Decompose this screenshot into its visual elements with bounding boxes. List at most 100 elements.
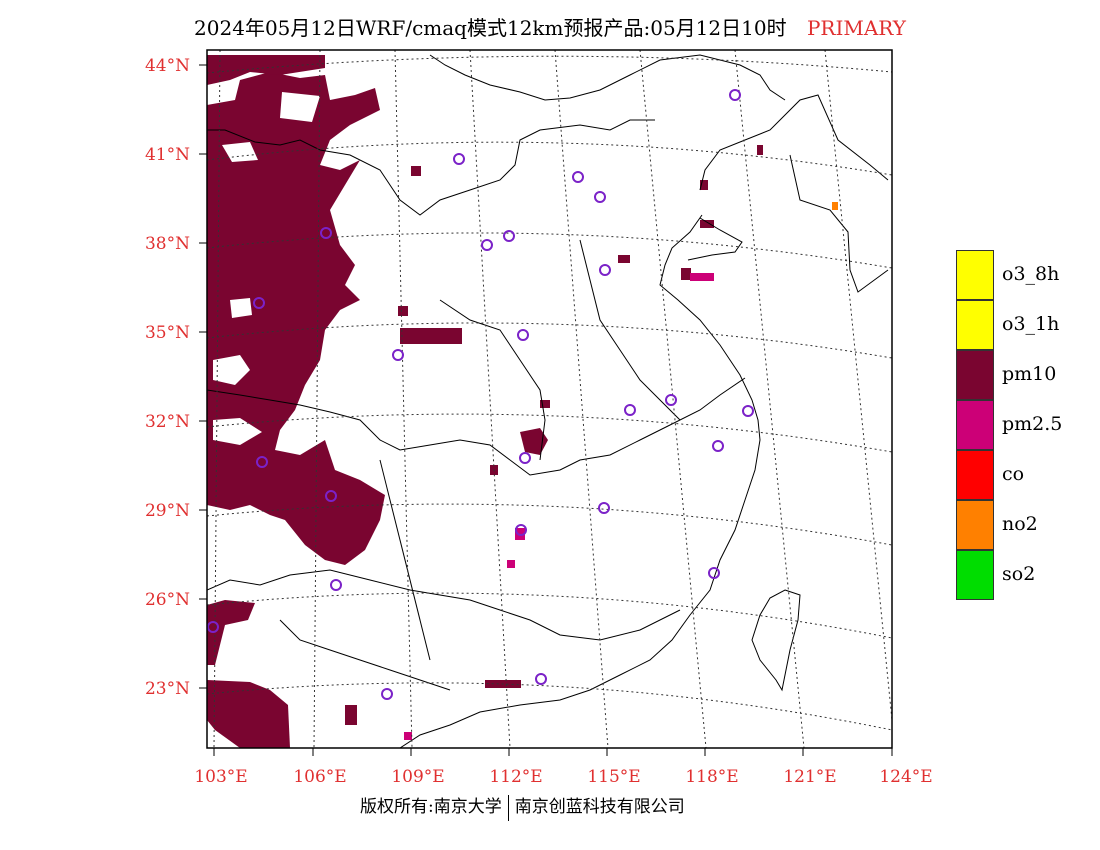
pm10-yunnan-patch (207, 600, 255, 665)
legend-label: o3_8h (1002, 263, 1060, 285)
inner-border-5 (579, 239, 681, 421)
station-marker (594, 191, 606, 203)
graticule (207, 50, 892, 748)
shandong-peninsula (687, 217, 743, 261)
legend-label: so2 (1002, 563, 1036, 585)
lat-tick-label: 32°N (145, 412, 190, 432)
map-frame (206, 49, 893, 749)
legend-label: co (1002, 463, 1025, 485)
station-marker (320, 227, 332, 239)
legend-label: pm10 (1002, 363, 1057, 385)
station-marker (729, 89, 741, 101)
pm10-southwest-region (207, 680, 290, 748)
lon-tick-label: 124°E (879, 767, 932, 787)
station-marker (253, 297, 265, 309)
lon-tick-label: 103°E (194, 767, 247, 787)
pm25-dot-1 (507, 560, 515, 568)
pm10-dot-6 (618, 255, 630, 263)
lat-tick-label: 23°N (145, 679, 190, 699)
no2-patch (832, 202, 838, 210)
pm10-areas (207, 55, 763, 748)
station-marker (330, 579, 342, 591)
pm10-dot-3 (700, 180, 708, 190)
station-marker (519, 452, 531, 464)
inner-border-4 (439, 299, 546, 461)
station-marker (599, 264, 611, 276)
pm10-west-region (207, 72, 385, 565)
inner-border-2 (207, 377, 746, 476)
lat-tick-label: 38°N (145, 234, 190, 254)
station-marker (742, 405, 754, 417)
copyright-footer: 版权所有:南京大学 南京创蓝科技有限公司 (360, 792, 685, 821)
station-marker (207, 621, 219, 633)
station-marker (665, 394, 677, 406)
station-marker (453, 153, 465, 165)
lat-tick-label: 44°N (145, 56, 190, 76)
legend-swatch (956, 550, 994, 600)
copyright-right: 南京创蓝科技有限公司 (514, 797, 685, 817)
title-text: 2024年05月12日WRF/cmaq模式12km预报产品:05月12日10时 (194, 16, 787, 40)
lat-tick-label: 26°N (145, 590, 190, 610)
legend-swatch (956, 250, 994, 300)
station-marker (535, 673, 547, 685)
legend-swatch (956, 500, 994, 550)
lat-tick-label: 41°N (145, 145, 190, 165)
station-marker (712, 440, 724, 452)
lat-tick-label: 35°N (145, 323, 190, 343)
station-marker (381, 688, 393, 700)
primary-tag: PRIMARY (806, 16, 906, 40)
clear-areas (213, 92, 320, 445)
coastline (399, 214, 761, 748)
longitude-axis: 103°E 106°E 109°E 112°E 115°E 118°E 121°E 124°E (194, 748, 933, 787)
station-marker (256, 456, 268, 468)
lon-tick-label: 115°E (587, 767, 640, 787)
pm25-shandong-patch (690, 273, 714, 281)
legend-label: o3_1h (1002, 313, 1060, 335)
map-body (207, 50, 892, 748)
legend-swatch (956, 300, 994, 350)
inner-border-3 (207, 569, 681, 641)
taiwan (751, 589, 801, 692)
station-marker (503, 230, 515, 242)
legend-label: pm2.5 (1002, 413, 1063, 435)
lon-tick-label: 109°E (391, 767, 444, 787)
pm10-dot-5 (700, 220, 714, 228)
footer-separator (507, 794, 509, 821)
pm10-dot-8 (345, 705, 357, 725)
station-marker (598, 502, 610, 514)
station-marker (392, 349, 404, 361)
inner-border-7 (279, 619, 451, 691)
lon-tick-label: 118°E (685, 767, 738, 787)
lon-tick-label: 121°E (783, 767, 836, 787)
station-markers (207, 89, 754, 700)
station-marker (481, 239, 493, 251)
inner-border-1 (207, 119, 655, 216)
station-marker (517, 329, 529, 341)
lon-tick-label: 106°E (293, 767, 346, 787)
lon-tick-label: 112°E (489, 767, 542, 787)
station-marker (624, 404, 636, 416)
korea-border (789, 154, 889, 293)
pm10-dot-4 (757, 145, 763, 155)
copyright-left: 版权所有:南京大学 (360, 797, 502, 817)
pm10-dot-2 (411, 166, 421, 176)
northeast-border (699, 94, 889, 191)
pm10-dot-9 (540, 400, 550, 408)
legend-swatch (956, 400, 994, 450)
station-marker (708, 567, 720, 579)
latitude-axis: 44°N 41°N 38°N 35°N 32°N 29°N 26°N 23°N (145, 56, 207, 699)
pm10-dot-1 (398, 306, 408, 316)
legend-swatch (956, 450, 994, 500)
legend-swatch (956, 350, 994, 400)
station-marker (325, 490, 337, 502)
mongolia-border (429, 54, 786, 101)
boundaries (207, 54, 889, 748)
map-title: 2024年05月12日WRF/cmaq模式12km预报产品:05月12日10时 … (0, 12, 1100, 41)
pm10-shandong-patch (681, 268, 691, 280)
legend-label: no2 (1002, 513, 1038, 535)
station-marker (515, 524, 527, 536)
pm25-dot-2 (404, 732, 412, 740)
pm10-north-region (207, 55, 325, 85)
pm10-shaanxi-band (400, 328, 462, 344)
